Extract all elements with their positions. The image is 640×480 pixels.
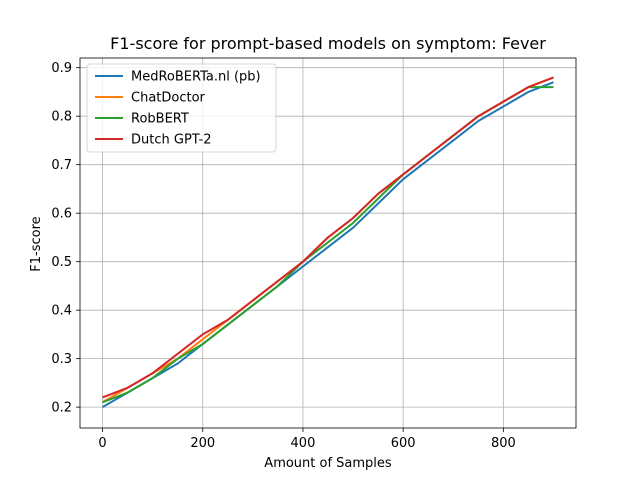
x-axis-label: Amount of Samples <box>264 456 392 471</box>
legend-label-2: RobBERT <box>131 112 189 127</box>
x-tick-label: 200 <box>190 436 215 451</box>
x-tick-label: 600 <box>391 436 416 451</box>
series-line-0 <box>101 81 554 408</box>
series-lines <box>101 76 554 408</box>
legend: MedRoBERTa.nl (pb) ChatDoctor RobBERT Dutch… <box>86 63 277 153</box>
x-tick-label: 400 <box>291 436 316 451</box>
y-tick-label: 0.4 <box>51 304 72 319</box>
y-tick-label: 0.5 <box>51 255 72 270</box>
x-axis: 0 200 400 600 800 <box>98 428 516 451</box>
legend-label-0: MedRoBERTa.nl (pb) <box>131 70 261 85</box>
y-axis: 0.2 0.3 0.4 0.5 0.6 0.7 0.8 0.9 <box>51 61 80 416</box>
series-line-3 <box>102 76 554 399</box>
legend-box <box>86 63 277 153</box>
y-axis-label: F1-score <box>29 216 44 271</box>
y-tick-label: 0.3 <box>51 352 72 367</box>
y-tick-label: 0.2 <box>51 401 72 416</box>
y-tick-label: 0.9 <box>51 61 72 76</box>
chart-title: F1-score for prompt-based models on symp… <box>110 34 546 53</box>
y-tick-label: 0.8 <box>51 110 72 125</box>
legend-label-3: Dutch GPT-2 <box>131 133 212 148</box>
grid <box>80 58 576 428</box>
y-tick-label: 0.7 <box>51 158 72 173</box>
x-tick-label: 800 <box>491 436 516 451</box>
legend-label-1: ChatDoctor <box>131 91 206 106</box>
plot-frame <box>79 57 577 429</box>
x-tick-label: 0 <box>98 436 106 451</box>
y-tick-label: 0.6 <box>51 207 72 222</box>
